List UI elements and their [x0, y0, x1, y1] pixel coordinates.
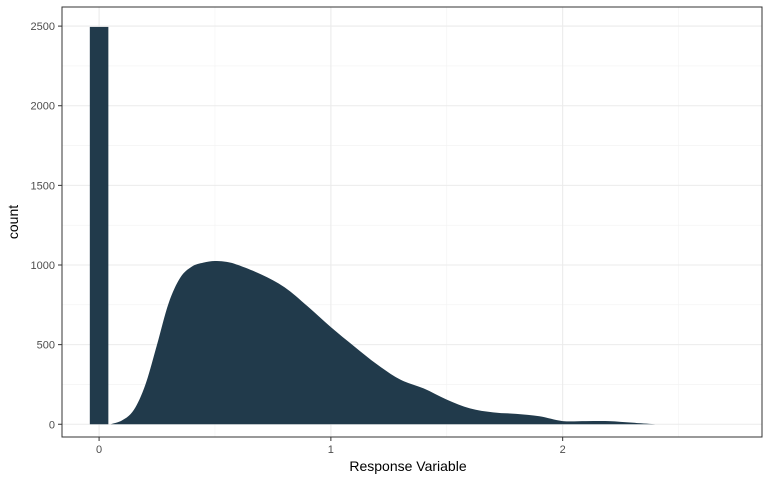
- y-tick-label: 0: [49, 419, 55, 431]
- y-tick-label: 2500: [31, 21, 55, 33]
- y-tick-label: 1000: [31, 260, 55, 272]
- bar-zero: [89, 26, 109, 425]
- y-tick-label: 1500: [31, 180, 55, 192]
- x-axis-title: Response Variable: [349, 458, 466, 474]
- x-tick-label: 0: [96, 444, 102, 456]
- y-axis-title: count: [5, 205, 21, 239]
- y-axis: 0 500 1000 1500 2000 2500: [31, 21, 62, 431]
- x-axis: 0 1 2: [96, 437, 566, 456]
- y-tick-label: 2000: [31, 101, 55, 113]
- density-area: [110, 260, 656, 425]
- y-tick-label: 500: [37, 340, 55, 352]
- x-tick-label: 2: [560, 444, 566, 456]
- x-tick-label: 1: [328, 444, 334, 456]
- data-marks: [89, 26, 656, 425]
- panel-border: [61, 6, 763, 438]
